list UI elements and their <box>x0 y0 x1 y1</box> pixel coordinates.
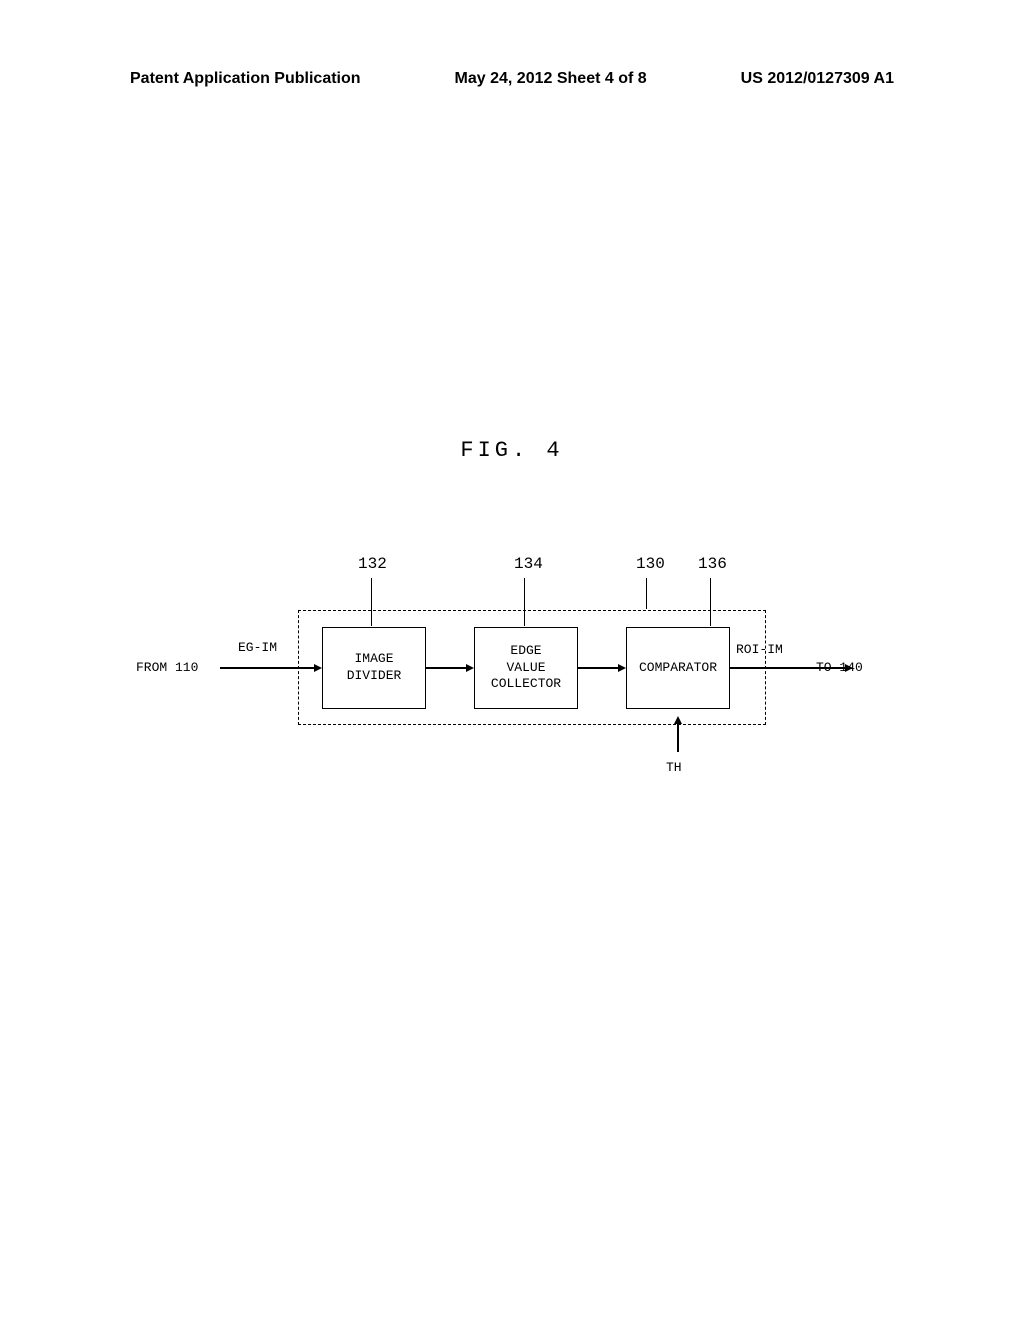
header-date-sheet: May 24, 2012 Sheet 4 of 8 <box>455 70 647 88</box>
block-132-line2: DIVIDER <box>347 668 402 685</box>
ref-number-136: 136 <box>698 555 727 573</box>
ref-lead-130 <box>646 578 647 609</box>
arrow-input <box>220 667 315 669</box>
block-image-divider: IMAGE DIVIDER <box>322 627 426 709</box>
ref-lead-134 <box>524 578 525 626</box>
arrow-output <box>730 667 845 669</box>
label-eg-im: EG-IM <box>238 640 277 655</box>
block-edge-value-collector: EDGE VALUE COLLECTOR <box>474 627 578 709</box>
arrow-th-vertical <box>677 722 679 752</box>
ref-lead-132 <box>371 578 372 626</box>
arrow-134-to-136-head <box>618 664 626 672</box>
figure-title: FIG. 4 <box>0 438 1024 463</box>
arrow-132-to-134 <box>426 667 466 669</box>
header-publication: Patent Application Publication <box>130 70 361 88</box>
arrow-134-to-136 <box>578 667 618 669</box>
ref-number-132: 132 <box>358 555 387 573</box>
arrow-132-to-134-head <box>466 664 474 672</box>
ref-lead-136 <box>710 578 711 626</box>
block-136-line1: COMPARATOR <box>639 660 717 677</box>
arrow-output-head <box>845 664 853 672</box>
label-th: TH <box>666 760 682 775</box>
arrow-input-head <box>314 664 322 672</box>
block-diagram: 132 134 130 136 IMAGE DIVIDER EDGE VALUE… <box>136 550 894 810</box>
header-patent-number: US 2012/0127309 A1 <box>741 70 894 88</box>
block-134-line3: COLLECTOR <box>491 676 561 693</box>
block-comparator: COMPARATOR <box>626 627 730 709</box>
arrow-th-head <box>674 716 682 724</box>
block-134-line2: VALUE <box>506 660 545 677</box>
ref-number-130: 130 <box>636 555 665 573</box>
page-header: Patent Application Publication May 24, 2… <box>0 70 1024 88</box>
label-roi-im: ROI-IM <box>736 642 783 657</box>
ref-number-134: 134 <box>514 555 543 573</box>
block-134-line1: EDGE <box>510 643 541 660</box>
label-from-110: FROM 110 <box>136 660 198 675</box>
block-132-line1: IMAGE <box>354 651 393 668</box>
